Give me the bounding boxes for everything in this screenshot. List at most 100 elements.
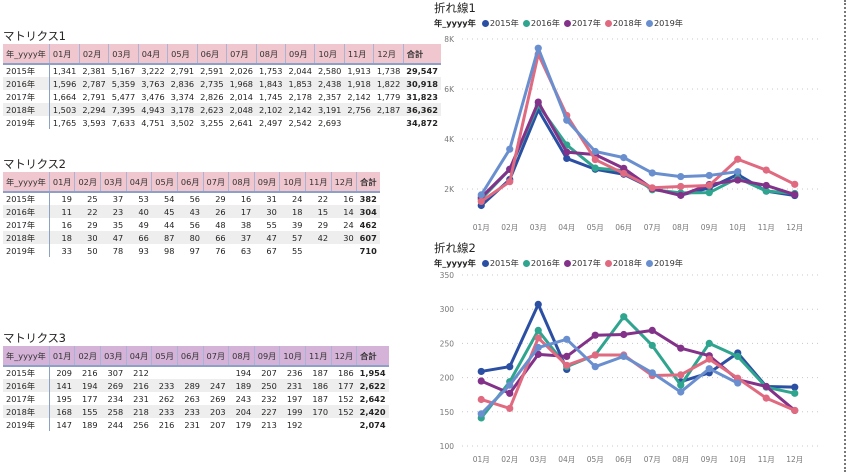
series-line-2017年[interactable] <box>479 100 797 199</box>
column-header[interactable]: 10月 <box>314 44 345 64</box>
data-point[interactable] <box>534 300 542 309</box>
data-point[interactable] <box>677 388 685 396</box>
data-point[interactable] <box>591 164 599 172</box>
data-point[interactable] <box>762 181 770 190</box>
data-point[interactable] <box>705 365 713 373</box>
data-point[interactable] <box>534 334 542 342</box>
column-header[interactable]: 04月 <box>125 346 152 366</box>
data-point[interactable] <box>477 395 485 404</box>
row-header-label[interactable]: 年_yyyy年 <box>3 346 50 366</box>
data-point[interactable] <box>677 172 685 181</box>
column-header[interactable]: 01月 <box>48 172 75 192</box>
column-header[interactable]: 02月 <box>78 44 109 64</box>
data-point[interactable] <box>705 171 713 180</box>
legend-item[interactable]: 2018年 <box>604 257 642 269</box>
column-header[interactable]: 09月 <box>284 44 315 64</box>
data-point[interactable] <box>677 182 685 191</box>
column-header-total[interactable]: 合計 <box>356 346 389 366</box>
column-header[interactable]: 05月 <box>151 346 178 366</box>
legend-item[interactable]: 2018年 <box>604 17 642 29</box>
data-point[interactable] <box>534 343 542 352</box>
data-point[interactable] <box>563 154 571 163</box>
data-point[interactable] <box>563 361 571 369</box>
column-header[interactable]: 02月 <box>74 172 101 192</box>
data-point[interactable] <box>734 176 742 184</box>
data-point[interactable] <box>677 381 685 389</box>
data-point[interactable] <box>705 181 713 190</box>
data-point[interactable] <box>791 389 799 397</box>
data-point[interactable] <box>762 187 770 195</box>
data-point[interactable] <box>477 367 485 376</box>
data-point[interactable] <box>591 147 599 156</box>
data-point[interactable] <box>563 335 571 343</box>
data-point[interactable] <box>762 382 770 391</box>
data-point[interactable] <box>591 363 599 371</box>
data-point[interactable] <box>762 394 770 402</box>
data-point[interactable] <box>620 154 628 162</box>
column-header[interactable]: 03月 <box>100 172 127 192</box>
data-point[interactable] <box>477 191 485 199</box>
data-point[interactable] <box>477 410 485 418</box>
column-header[interactable]: 06月 <box>196 44 227 64</box>
data-point[interactable] <box>620 169 628 178</box>
data-point[interactable] <box>563 352 571 360</box>
column-header[interactable]: 09月 <box>253 346 280 366</box>
data-point[interactable] <box>506 381 514 389</box>
column-header[interactable]: 12月 <box>330 172 357 192</box>
series-line-2019年[interactable] <box>479 46 740 197</box>
row-header-label[interactable]: 年_yyyy年 <box>3 172 50 192</box>
column-header[interactable]: 07月 <box>202 172 229 192</box>
data-point[interactable] <box>648 169 656 177</box>
column-header[interactable]: 06月 <box>176 172 204 192</box>
column-header[interactable]: 04月 <box>137 44 168 64</box>
column-header[interactable]: 01月 <box>48 44 80 64</box>
column-header-total[interactable]: 合計 <box>356 172 380 192</box>
data-point[interactable] <box>791 190 799 199</box>
column-header[interactable]: 09月 <box>253 172 280 192</box>
series-line-2018年[interactable] <box>479 52 797 203</box>
data-point[interactable] <box>648 184 656 192</box>
data-point[interactable] <box>705 355 713 363</box>
column-header[interactable]: 08月 <box>255 44 286 64</box>
data-point[interactable] <box>591 155 599 164</box>
column-header[interactable]: 06月 <box>176 346 204 366</box>
series-line-2015年[interactable] <box>479 302 569 373</box>
data-point[interactable] <box>477 197 485 206</box>
data-point[interactable] <box>734 155 742 163</box>
data-point[interactable] <box>648 341 656 350</box>
data-point[interactable] <box>620 352 628 360</box>
data-point[interactable] <box>677 191 685 199</box>
data-point[interactable] <box>506 178 514 186</box>
data-point[interactable] <box>591 351 599 359</box>
data-point[interactable] <box>705 339 713 347</box>
data-point[interactable] <box>734 379 742 387</box>
column-header[interactable]: 08月 <box>228 346 255 366</box>
data-point[interactable] <box>734 168 742 176</box>
data-point[interactable] <box>677 344 685 352</box>
data-point[interactable] <box>534 44 542 52</box>
legend-item[interactable]: 2015年 <box>481 257 519 269</box>
legend-item[interactable]: 2015年 <box>481 17 519 29</box>
legend-item[interactable]: 2019年 <box>645 17 683 29</box>
column-header[interactable]: 03月 <box>100 346 127 366</box>
data-point[interactable] <box>534 326 542 335</box>
column-header[interactable]: 07月 <box>202 346 229 366</box>
column-header[interactable]: 05月 <box>167 44 198 64</box>
data-point[interactable] <box>705 189 713 197</box>
data-point[interactable] <box>791 406 799 415</box>
column-header[interactable]: 11月 <box>343 44 374 64</box>
column-header[interactable]: 04月 <box>125 172 152 192</box>
data-point[interactable] <box>620 330 628 339</box>
series-line-2019年[interactable] <box>479 337 740 416</box>
column-header[interactable]: 05月 <box>151 172 178 192</box>
column-header[interactable]: 03月 <box>108 44 139 64</box>
column-header[interactable]: 10月 <box>279 346 306 366</box>
data-point[interactable] <box>677 371 685 379</box>
data-point[interactable] <box>591 331 599 339</box>
data-point[interactable] <box>506 404 514 412</box>
column-header[interactable]: 08月 <box>228 172 255 192</box>
data-point[interactable] <box>620 313 628 321</box>
data-point[interactable] <box>563 148 571 156</box>
data-point[interactable] <box>506 389 514 397</box>
data-point[interactable] <box>506 145 514 153</box>
